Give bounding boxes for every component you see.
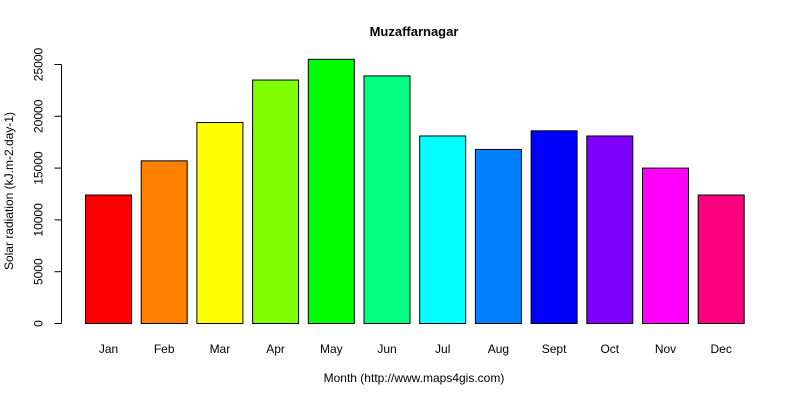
x-tick-label: Jun <box>377 342 396 356</box>
bar-may <box>307 58 355 324</box>
x-tick-label: Jul <box>435 342 450 356</box>
y-tick-label: 15000 <box>32 151 46 185</box>
x-tick-label: Feb <box>154 342 175 356</box>
x-tick-label: Aug <box>488 342 509 356</box>
bar-oct <box>586 135 634 324</box>
bar-dec <box>697 194 745 324</box>
y-tick-label: 10000 <box>32 203 46 237</box>
bar-aug <box>474 148 522 324</box>
x-tick-labels: Jan Feb Mar Apr May Jun Jul Aug Sept Oct Nov Dec <box>99 342 732 356</box>
x-tick-label: Mar <box>210 342 231 356</box>
bars-group <box>85 58 745 325</box>
y-axis: 0 5000 10000 15000 20000 25000 <box>32 47 62 327</box>
y-axis-label: Solar radiation (kJ.m-2.day-1) <box>2 112 16 270</box>
y-tick-label: 5000 <box>32 258 46 285</box>
x-tick-label: Nov <box>655 342 676 356</box>
bar-mar <box>196 122 244 324</box>
y-tick-label: 20000 <box>32 99 46 133</box>
x-tick-label: May <box>320 342 343 356</box>
y-tick-label: 0 <box>32 320 46 327</box>
x-tick-label: Dec <box>711 342 732 356</box>
bar-jun <box>363 75 411 325</box>
bar-sept <box>530 130 578 324</box>
bar-nov <box>642 167 689 324</box>
bar-apr <box>252 79 300 325</box>
bar-jan <box>85 194 132 324</box>
x-tick-label: Jan <box>99 342 118 356</box>
chart-title: Muzaffarnagar <box>370 24 459 39</box>
x-tick-label: Apr <box>266 342 285 356</box>
x-axis-label: Month (http://www.maps4gis.com) <box>324 371 505 385</box>
bar-feb <box>140 160 188 324</box>
x-tick-label: Oct <box>600 342 619 356</box>
x-tick-label: Sept <box>542 342 567 356</box>
bar-jul <box>419 135 467 324</box>
y-tick-label: 25000 <box>32 47 46 81</box>
